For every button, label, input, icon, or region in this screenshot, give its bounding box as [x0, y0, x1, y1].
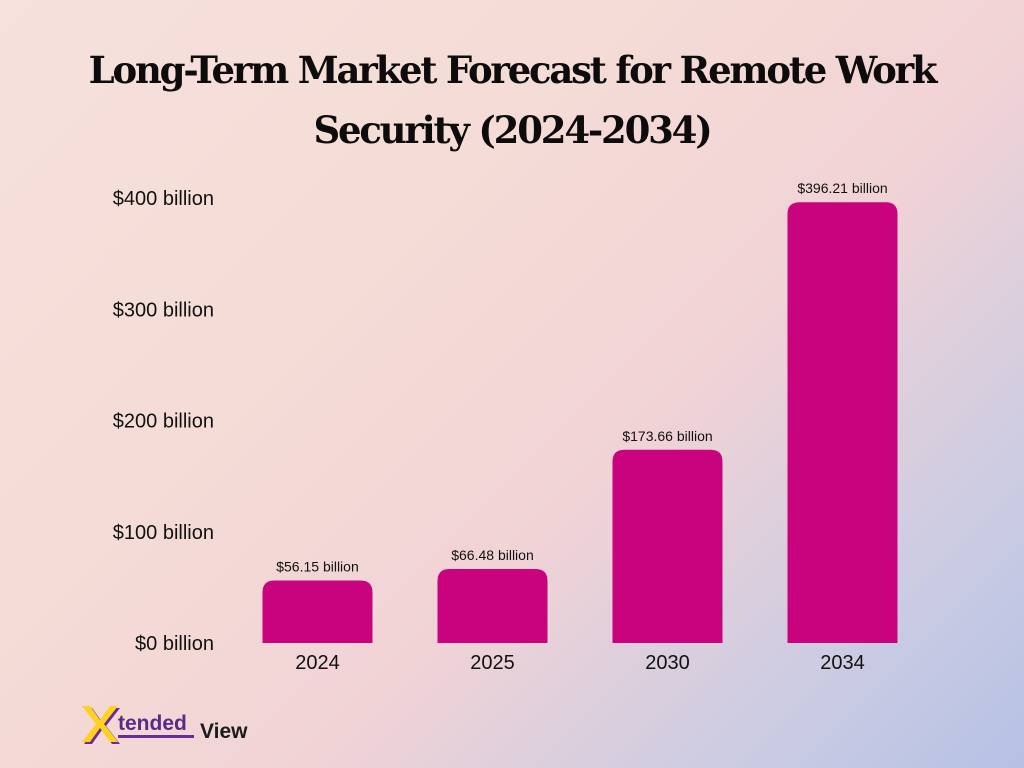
- data-labels: $56.15 billion $66.48 billion $173.66 bill…: [276, 180, 887, 574]
- bar-2024: [262, 580, 373, 643]
- logo-text-tended: tended: [118, 712, 187, 735]
- x-axis: 2024 2025 2030 2034: [295, 652, 865, 674]
- x-tick-label: 2030: [645, 652, 690, 674]
- logo-text-view: View: [200, 720, 248, 743]
- logo-underline: [118, 735, 194, 738]
- bar-series: [262, 202, 898, 643]
- logo-x-icon: [82, 706, 120, 744]
- y-tick-label: $100 billion: [113, 522, 214, 544]
- y-axis: $0 billion $100 billion $200 billion $300 b…: [113, 188, 214, 655]
- y-tick-label: $0 billion: [135, 633, 214, 655]
- y-tick-label: $300 billion: [113, 299, 214, 321]
- bar-2030: [612, 449, 723, 643]
- data-label-2034: $396.21 billion: [797, 180, 887, 196]
- chart-title: Long-Term Market Forecast for Remote Wor…: [88, 48, 938, 152]
- bar-2034: [787, 202, 898, 643]
- y-tick-label: $400 billion: [113, 188, 214, 210]
- data-label-2024: $56.15 billion: [276, 559, 359, 575]
- y-tick-label: $200 billion: [113, 411, 214, 433]
- xtendedview-logo: tended View: [82, 706, 248, 744]
- x-tick-label: 2025: [470, 652, 515, 674]
- x-tick-label: 2034: [820, 652, 865, 674]
- data-label-2030: $173.66 billion: [622, 428, 712, 444]
- bar-2025: [437, 569, 548, 643]
- data-label-2025: $66.48 billion: [451, 547, 534, 563]
- x-tick-label: 2024: [295, 652, 340, 674]
